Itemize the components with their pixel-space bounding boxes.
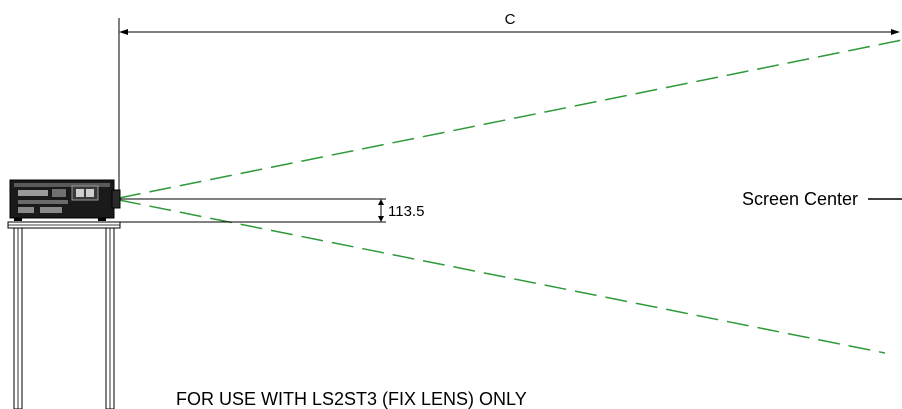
- screen-center-label: Screen Center: [742, 189, 858, 209]
- projection-beam: [118, 39, 902, 354]
- beam-upper-edge: [118, 39, 902, 199]
- projector: [9, 179, 121, 221]
- throw-distance-dimension: C: [118, 11, 900, 200]
- offset-value: 113.5: [388, 203, 424, 220]
- projector-stand: [7, 221, 121, 409]
- lens-offset-dimension: 113.5: [119, 198, 424, 223]
- usage-note: FOR USE WITH LS2ST3 (FIX LENS) ONLY: [176, 389, 527, 409]
- distance-label: C: [505, 11, 516, 28]
- beam-lower-edge: [118, 199, 886, 354]
- screen-center-marker: Screen Center: [742, 189, 902, 209]
